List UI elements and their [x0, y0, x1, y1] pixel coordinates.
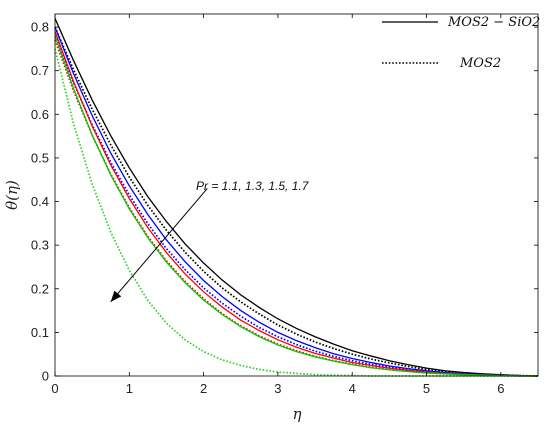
series-layer	[54, 18, 539, 377]
tick-layer: 0 1 2 3 4 5 6 0 0.1 0.2 0.3 0.4 0.5 0.6 0.7 0.8	[31, 14, 538, 396]
x-tick-label: 0	[51, 381, 58, 396]
series-line-5	[54, 31, 538, 377]
x-tick-label: 4	[349, 381, 356, 396]
y-tick-label: 0.3	[31, 238, 49, 253]
series-line-3	[54, 26, 539, 377]
series-line-7	[54, 35, 538, 377]
series-line-8	[54, 48, 538, 377]
y-tick-label: 0.2	[31, 281, 49, 296]
x-tick-label: 3	[274, 381, 281, 396]
legend-label-dotted: MOS2	[459, 56, 501, 71]
series-line-1	[54, 18, 539, 377]
series-line-2	[54, 26, 539, 377]
series-line-6	[54, 39, 538, 377]
y-tick-label: 0.5	[31, 150, 49, 165]
y-axis-label: θ(η)	[3, 180, 21, 210]
y-tick-label: 0.4	[31, 194, 49, 209]
legend: MOS2 − SiO2 MOS2	[382, 15, 540, 71]
annotation-text: Pr = 1.1, 1.3, 1.5, 1.7	[196, 179, 310, 193]
x-tick-label: 1	[126, 381, 133, 396]
annotation-arrow-shaft	[110, 188, 208, 303]
legend-label-solid: MOS2 − SiO2	[447, 15, 540, 30]
y-tick-label: 0.6	[31, 107, 49, 122]
y-tick-label: 0.8	[31, 20, 49, 35]
x-tick-label: 5	[423, 381, 430, 396]
y-tick-label: 0.7	[31, 63, 49, 78]
annotation-arrow-head	[110, 290, 122, 302]
y-tick-label: 0	[42, 369, 49, 384]
annotation: Pr = 1.1, 1.3, 1.5, 1.7	[110, 179, 310, 303]
plot-frame	[54, 13, 539, 377]
x-tick-label: 6	[497, 381, 504, 396]
x-tick-label: 2	[200, 381, 207, 396]
x-axis-label: η	[293, 405, 302, 423]
y-tick-label: 0.1	[31, 325, 49, 340]
